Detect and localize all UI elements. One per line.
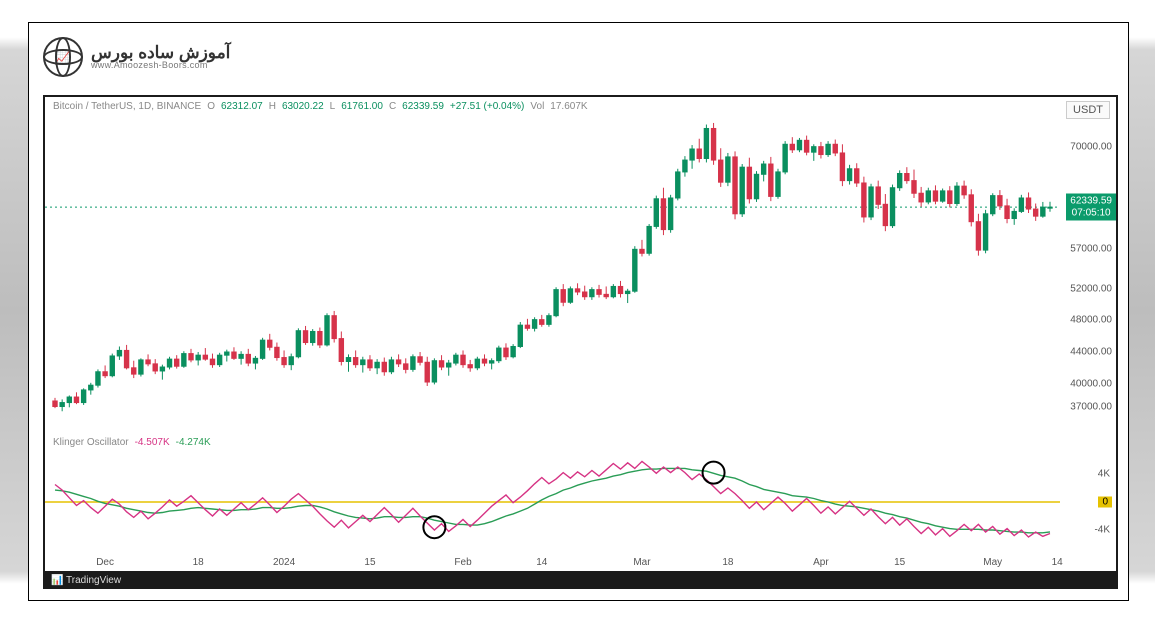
oscillator-name: Klinger Oscillator (53, 437, 129, 448)
card: 📈 آموزش ساده بورس www.Amoozesh-Boors.com… (28, 22, 1129, 601)
price-tick: 44000.00 (1070, 347, 1112, 358)
logo-title: آموزش ساده بورس (91, 44, 230, 61)
time-tick: May (983, 557, 1002, 568)
ohlc-low: 61761.00 (341, 101, 383, 112)
current-price-badge: 62339.5907:05:10 (1066, 194, 1116, 221)
osc-tick: 4K (1098, 469, 1110, 480)
time-tick: Mar (633, 557, 650, 568)
price-tick: 48000.00 (1070, 315, 1112, 326)
time-tick: 18 (722, 557, 733, 568)
time-tick: Apr (813, 557, 829, 568)
price-tick: 37000.00 (1070, 402, 1112, 413)
currency-badge[interactable]: USDT (1066, 101, 1110, 119)
oscillator-label: Klinger Oscillator -4.507K -4.274K (53, 437, 211, 448)
price-tick: 52000.00 (1070, 283, 1112, 294)
price-pane[interactable] (45, 119, 1060, 431)
ohlc-high: 63020.22 (282, 101, 324, 112)
ohlc-open: 62312.07 (221, 101, 263, 112)
tradingview-chart[interactable]: Bitcoin / TetherUS, 1D, BINANCE O62312.0… (43, 95, 1118, 589)
time-tick: Dec (96, 557, 114, 568)
symbol-label: Bitcoin / TetherUS, 1D, BINANCE (53, 101, 201, 112)
site-logo: 📈 آموزش ساده بورس www.Amoozesh-Boors.com (43, 35, 243, 79)
price-y-axis: 70000.00 62339.5907:05:10 57000.00 52000.00… (1060, 119, 1116, 431)
osc-tick: 0 (1098, 497, 1112, 508)
time-tick: 14 (536, 557, 547, 568)
oscillator-val-kvo: -4.274K (176, 437, 211, 448)
price-tick: 70000.00 (1070, 141, 1112, 152)
ohlc-vol: 17.607K (550, 101, 587, 112)
oscillator-pane[interactable] (45, 453, 1060, 551)
tradingview-attribution: 📊 TradingView (45, 571, 1116, 589)
tv-logo-text: 📊 TradingView (51, 575, 121, 586)
price-tick: 40000.00 (1070, 378, 1112, 389)
time-tick: 2024 (273, 557, 295, 568)
time-tick: 14 (1052, 557, 1063, 568)
globe-icon: 📈 (43, 37, 83, 77)
logo-subtitle: www.Amoozesh-Boors.com (91, 61, 230, 70)
ohlc-close: 62339.59 (402, 101, 444, 112)
osc-tick: -4K (1094, 525, 1110, 536)
time-tick: 18 (193, 557, 204, 568)
ohlc-change: +27.51 (+0.04%) (450, 101, 525, 112)
time-tick: 15 (364, 557, 375, 568)
price-tick: 57000.00 (1070, 244, 1112, 255)
oscillator-y-axis: 4K 0 -4K (1060, 453, 1116, 551)
ohlc-info: Bitcoin / TetherUS, 1D, BINANCE O62312.0… (53, 101, 588, 112)
time-tick: 15 (894, 557, 905, 568)
oscillator-val-signal: -4.507K (135, 437, 170, 448)
time-tick: Feb (454, 557, 471, 568)
